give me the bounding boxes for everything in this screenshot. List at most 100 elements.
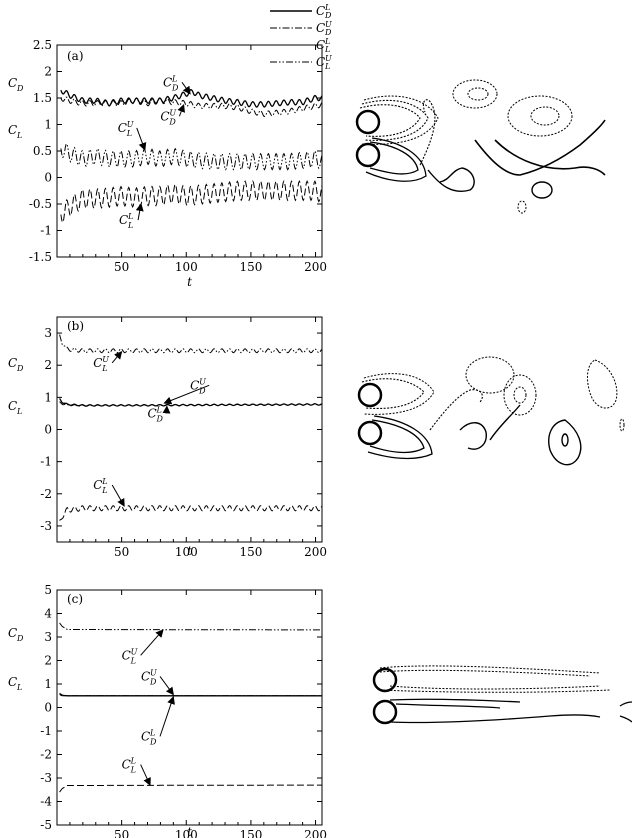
annotation-label: C — [141, 669, 150, 683]
annotation-label: C — [122, 758, 131, 772]
annotation-arrow — [177, 103, 185, 117]
annotation-label: C — [122, 648, 131, 662]
annotation-label: C — [190, 378, 199, 392]
x-axis-label: t — [187, 544, 192, 558]
vortex-a2 — [507, 95, 573, 137]
annotation-sub: L — [126, 129, 132, 138]
y-tick-label: 3 — [44, 630, 52, 644]
annotation-sub: L — [101, 364, 107, 373]
y-axis-label-sub-0: D — [16, 84, 24, 93]
y-tick-label: 1 — [44, 677, 52, 691]
cylinder-upper-c — [372, 665, 611, 693]
shear-layer-a — [419, 99, 436, 166]
vortex-b2-inner — [513, 386, 527, 404]
annotation-sub: L — [127, 221, 133, 230]
x-tick-label: 200 — [304, 260, 327, 274]
annotation-sup: L — [155, 405, 161, 414]
annotation-sup: U — [169, 108, 176, 117]
y-tick-label: -1 — [40, 224, 52, 238]
x-tick-label: 200 — [304, 545, 327, 559]
legend-sub-0: D — [324, 11, 332, 20]
y-tick-label: 0.5 — [33, 144, 52, 158]
legend-symbol-1: C — [316, 21, 325, 35]
y-tick-label: 4 — [44, 607, 52, 621]
annotation-sup: L — [171, 74, 177, 83]
vortex-a1 — [452, 79, 498, 109]
x-tick-label: 50 — [114, 545, 129, 559]
cylinder-lower-c — [372, 698, 632, 725]
wake-lobe-a1 — [427, 167, 475, 192]
annotation-label: C — [160, 109, 169, 123]
x-tick-label: 50 — [114, 828, 129, 838]
vorticity-contour-b — [357, 356, 625, 466]
y-axis-label-sub-1: L — [16, 407, 22, 416]
y-axis-label-1: C — [8, 123, 17, 137]
legend-sup-3: U — [325, 54, 332, 63]
annotation-arrow — [111, 484, 125, 507]
y-axis-label-1: C — [8, 675, 17, 689]
annotation-arrow — [163, 384, 210, 405]
annotation-arrow — [136, 127, 147, 151]
annotation-arrow — [159, 676, 174, 696]
legend-sub-2: L — [324, 45, 330, 54]
annotation-label: C — [93, 478, 102, 492]
legend: C LDC UDC LLC UL — [270, 3, 332, 71]
annotation-sup: U — [150, 668, 157, 677]
annotation-sub: D — [171, 83, 179, 92]
vortex-b3-inner — [561, 433, 569, 447]
annotation-sup: L — [101, 477, 107, 486]
y-tick-label: 2 — [44, 654, 52, 668]
annotation-label: C — [163, 75, 172, 89]
vortex-b4 — [587, 359, 618, 409]
legend-symbol-0: C — [316, 4, 325, 18]
wake-lobe-a3 — [494, 139, 606, 176]
y-tick-label: 2.5 — [33, 38, 52, 52]
y-tick-label: -1.5 — [29, 250, 52, 264]
y-tick-label: 5 — [44, 583, 52, 597]
y-tick-label: -1 — [40, 724, 52, 738]
vorticity-contour-c — [372, 665, 632, 725]
annotation-arrow — [140, 764, 151, 786]
annotation-arrow — [111, 350, 123, 364]
x-tick-label: 150 — [239, 545, 262, 559]
y-tick-label: -2 — [40, 748, 52, 762]
y-tick-label: 0 — [44, 701, 52, 715]
y-tick-label: -3 — [40, 519, 52, 533]
series-CD_U — [60, 96, 322, 118]
series-CL_L — [59, 505, 322, 521]
cylinder-lower-a — [355, 137, 427, 182]
y-axis-label-sub-0: D — [16, 634, 24, 643]
annotation-label: C — [147, 406, 156, 420]
y-tick-label: -0.5 — [29, 197, 52, 211]
y-tick-label: -5 — [40, 818, 52, 832]
vortex-a3 — [531, 181, 553, 199]
annotation-sub: D — [155, 414, 163, 423]
annotation-arrow — [140, 629, 164, 656]
series-CL_U — [60, 142, 322, 171]
y-tick-label: -3 — [40, 771, 52, 785]
x-tick-label: 100 — [175, 828, 198, 838]
annotation-sub: D — [149, 677, 157, 686]
panel-label: (a) — [67, 49, 84, 63]
series-CD_U — [59, 401, 322, 407]
vortex-b5 — [619, 418, 625, 432]
vorticity-contour-a — [355, 79, 606, 214]
panel-0: 50 100 150 200-1.5-1-0.500.511.522.5tC DC L(a… — [8, 38, 327, 289]
annotation-sub: D — [198, 386, 206, 395]
y-tick-label: 0 — [44, 171, 52, 185]
annotation-label: C — [118, 121, 127, 135]
annotation-sub: L — [130, 656, 136, 665]
annotation-sup: U — [127, 120, 134, 129]
panel-label: (b) — [67, 319, 84, 333]
wake-lobe-a2 — [474, 119, 606, 176]
legend-sup-2: L — [324, 37, 330, 46]
x-tick-label: 100 — [175, 545, 198, 559]
y-tick-label: 3 — [44, 326, 52, 340]
legend-sup-1: U — [325, 20, 332, 29]
series-CL_U — [59, 334, 322, 354]
annotation-sub: L — [101, 486, 107, 495]
annotation-sup: L — [127, 212, 133, 221]
